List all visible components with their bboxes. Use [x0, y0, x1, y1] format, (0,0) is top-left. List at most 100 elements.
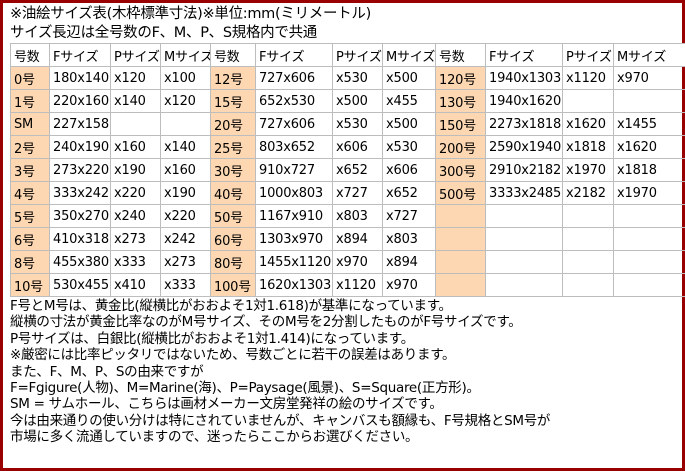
- size-number-cell: 0号: [10, 66, 50, 90]
- dimension-cell: 1167x910: [255, 204, 333, 228]
- dimension-cell: x2182: [562, 181, 614, 205]
- dimension-cell: 1455x1120: [255, 250, 333, 274]
- dimension-cell: [613, 89, 685, 113]
- size-number-cell: 200号: [435, 135, 486, 159]
- dimension-cell: x333: [160, 273, 211, 297]
- table-row: 6号 410x318 x273 x242 60号 1303x970 x894 x803: [10, 227, 685, 251]
- dimension-cell: x606: [382, 158, 436, 182]
- dimension-cell: [562, 204, 614, 228]
- size-number-cell: 4号: [10, 181, 50, 205]
- table-row: 2号 240x190 x160 x140 25号 803x652 x606 x530 200号 2…: [10, 135, 685, 159]
- dimension-cell: [562, 250, 614, 274]
- content: ※油絵サイズ表(木枠標準寸法)※単位:mm(ミリメートル) サイズ長辺は全号数の…: [10, 5, 685, 446]
- dimension-cell: x1620: [562, 112, 614, 136]
- size-number-cell: 20号: [210, 112, 256, 136]
- column-header: Mサイズ: [613, 43, 685, 67]
- dimension-cell: x1455: [613, 112, 685, 136]
- dimension-cell: x530: [332, 112, 383, 136]
- dimension-cell: 2910x2182: [485, 158, 563, 182]
- size-number-cell: 100号: [210, 273, 256, 297]
- table-row: 0号 180x140 x120 x100 12号 727x606 x530 x500 120号 1…: [10, 66, 685, 90]
- note-line: P号サイズは、白銀比(縦横比がおおよそ1対1.414)になっています。: [10, 330, 414, 347]
- dimension-cell: [562, 273, 614, 297]
- dimension-cell: 727x606: [255, 66, 333, 90]
- dimension-cell: x1120: [562, 66, 614, 90]
- dimension-cell: 1940x1620: [485, 89, 563, 113]
- dimension-cell: [160, 112, 211, 136]
- dimension-cell: 1940x1303: [485, 66, 563, 90]
- dimension-cell: x606: [332, 135, 383, 159]
- size-table: 号数 Fサイズ Pサイズ Mサイズ 号数 Fサイズ Pサイズ Mサイズ 号数 Fサイズ Pサイズ Mサ…: [10, 43, 685, 297]
- size-number-cell: 5号: [10, 204, 50, 228]
- column-header: Pサイズ: [332, 43, 383, 67]
- dimension-cell: [485, 227, 563, 251]
- dimension-cell: [613, 250, 685, 274]
- dimension-cell: 530x455: [49, 273, 111, 297]
- column-header: Pサイズ: [562, 43, 614, 67]
- dimension-cell: x727: [382, 204, 436, 228]
- size-number-cell: 15号: [210, 89, 256, 113]
- size-number-cell: 25号: [210, 135, 256, 159]
- dimension-cell: 410x318: [49, 227, 111, 251]
- dimension-cell: x190: [110, 158, 161, 182]
- dimension-cell: 1620x1303: [255, 273, 333, 297]
- dimension-cell: x220: [160, 204, 211, 228]
- dimension-cell: 455x380: [49, 250, 111, 274]
- dimension-cell: x970: [382, 273, 436, 297]
- dimension-cell: 910x727: [255, 158, 333, 182]
- dimension-cell: x273: [110, 227, 161, 251]
- dimension-cell: 240x190: [49, 135, 111, 159]
- column-header: Fサイズ: [49, 43, 111, 67]
- dimension-cell: 220x160: [49, 89, 111, 113]
- size-number-cell: 12号: [210, 66, 256, 90]
- dimension-cell: x240: [110, 204, 161, 228]
- column-header: Fサイズ: [485, 43, 563, 67]
- column-header: Pサイズ: [110, 43, 161, 67]
- dimension-cell: 3333x2485: [485, 181, 563, 205]
- notes: F号とM号は、黄金比(縦横比がおおよそ1対1.618)が基準になっています。 縦…: [10, 298, 678, 446]
- size-number-cell: 130号: [435, 89, 486, 113]
- dimension-cell: x803: [332, 204, 383, 228]
- size-number-cell: [435, 250, 486, 274]
- table-row: 4号 333x242 x220 x190 40号 1000x803 x727 x652 500号…: [10, 181, 685, 205]
- dimension-cell: x410: [110, 273, 161, 297]
- dimension-cell: 2273x1818: [485, 112, 563, 136]
- dimension-cell: x500: [332, 89, 383, 113]
- note-line: 縦横の寸法が黄金比率なのがM号サイズ、そのM号を2分割したものがF号サイズです。: [10, 314, 522, 331]
- size-number-cell: SM: [10, 112, 50, 136]
- dimension-cell: 727x606: [255, 112, 333, 136]
- dimension-cell: [110, 112, 161, 136]
- table-header-row: 号数 Fサイズ Pサイズ Mサイズ 号数 Fサイズ Pサイズ Mサイズ 号数 Fサイズ Pサイズ Mサ…: [10, 43, 685, 67]
- dimension-cell: x1970: [613, 181, 685, 205]
- dimension-cell: x803: [382, 227, 436, 251]
- dimension-cell: x1818: [562, 135, 614, 159]
- dimension-cell: 227x158: [49, 112, 111, 136]
- dimension-cell: x970: [332, 250, 383, 274]
- column-header: 号数: [435, 43, 486, 67]
- column-header: Mサイズ: [382, 43, 436, 67]
- note-line: 今は由来通りの使い分けは特にされていませんが、キャンバスも額縁も、F号規格とSM…: [10, 412, 551, 429]
- table-row: 1号 220x160 x140 x120 15号 652x530 x500 x455 130号 1…: [10, 89, 685, 113]
- size-number-cell: 3号: [10, 158, 50, 182]
- dimension-cell: x652: [332, 158, 383, 182]
- dimension-cell: x333: [110, 250, 161, 274]
- dimension-cell: x120: [160, 89, 211, 113]
- size-number-cell: 30号: [210, 158, 256, 182]
- note-line: ※厳密には比率ピッタリではないため、号数ごとに若干の誤差はあります。: [10, 347, 456, 364]
- size-number-cell: 40号: [210, 181, 256, 205]
- dimension-cell: x1970: [562, 158, 614, 182]
- dimension-cell: x652: [382, 181, 436, 205]
- dimension-cell: [562, 89, 614, 113]
- note-line: また、F、M、P、Sの由来ですが: [10, 363, 204, 380]
- size-number-cell: [435, 227, 486, 251]
- size-number-cell: 500号: [435, 181, 486, 205]
- dimension-cell: x242: [160, 227, 211, 251]
- dimension-cell: x160: [110, 135, 161, 159]
- size-number-cell: [435, 273, 486, 297]
- dimension-cell: x120: [110, 66, 161, 90]
- size-number-cell: 300号: [435, 158, 486, 182]
- table-body: 0号 180x140 x120 x100 12号 727x606 x530 x500 120号 1…: [10, 66, 685, 297]
- title-line-2: サイズ長辺は全号数のF、M、P、S規格内で共通: [10, 25, 317, 41]
- dimension-cell: x190: [160, 181, 211, 205]
